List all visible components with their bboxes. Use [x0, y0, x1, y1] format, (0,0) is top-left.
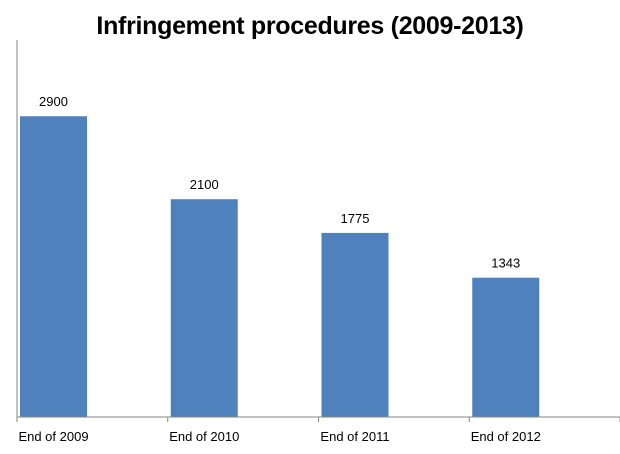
category-label-4: End of 2012	[471, 429, 541, 444]
chart-title: Infringement procedures (2009-2013)	[96, 12, 524, 40]
value-label-2: 2100	[190, 177, 219, 192]
category-label-2: End of 2010	[169, 429, 239, 444]
category-label-1: End of 2009	[18, 429, 88, 444]
value-label-3: 1775	[341, 211, 370, 226]
category-label-3: End of 2011	[320, 429, 389, 444]
bar-3	[321, 232, 389, 417]
value-label-1: 2900	[39, 94, 68, 109]
category-labels-group: End of 2009 End of 2010 End of 2011 End of …	[18, 429, 540, 444]
value-labels-group: 2900 2100 1775 1343	[39, 94, 520, 270]
bar-1	[20, 116, 87, 417]
value-label-4: 1343	[491, 256, 520, 271]
bars-group	[20, 116, 540, 417]
x-axis-group	[16, 40, 620, 422]
bar-2	[170, 199, 238, 417]
bar-4	[472, 277, 540, 417]
